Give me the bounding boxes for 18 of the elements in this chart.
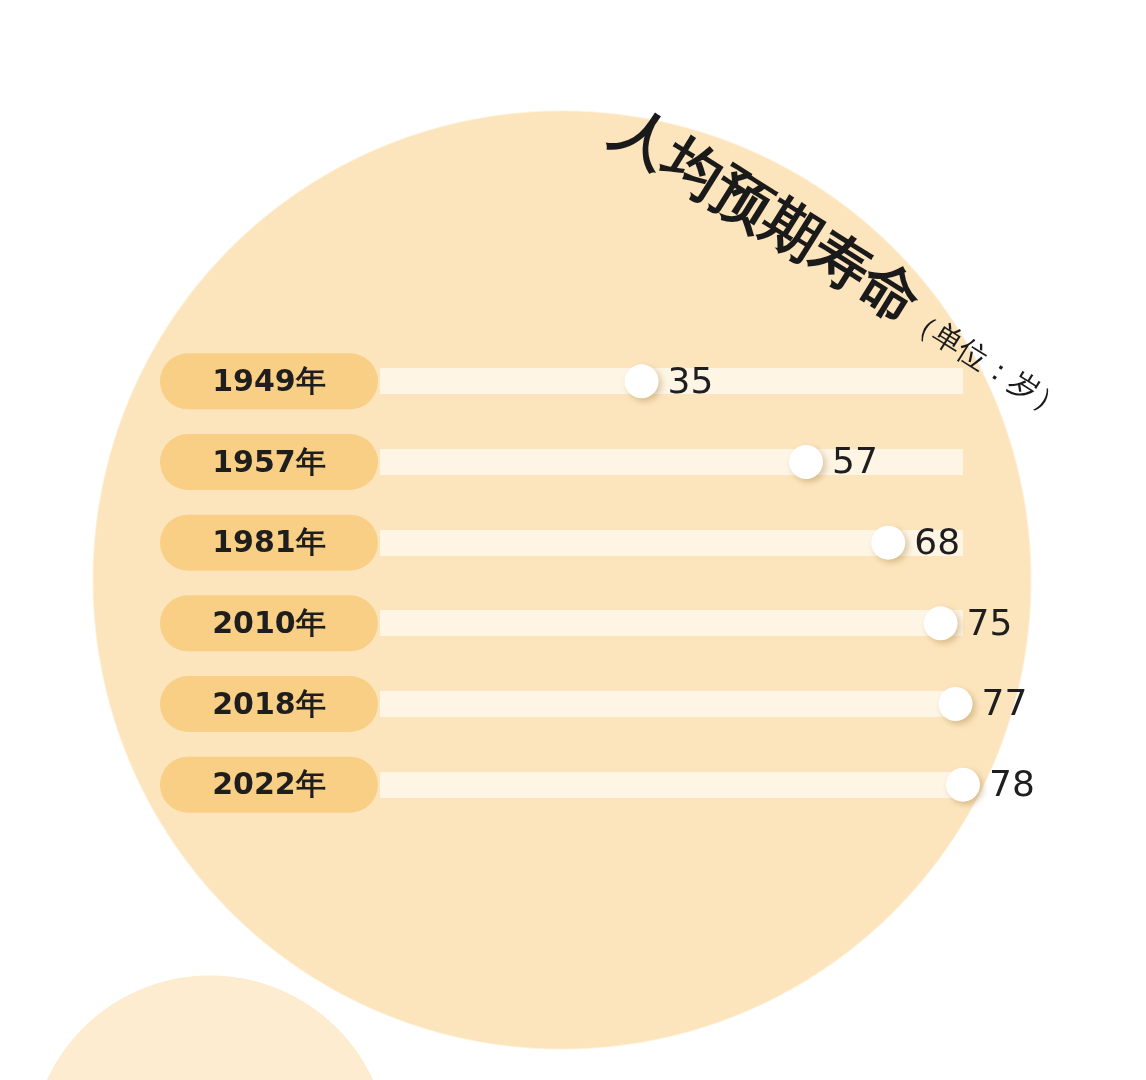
- point: [789, 445, 824, 479]
- data-label: 75: [966, 601, 1013, 643]
- data-label: 68: [914, 521, 961, 563]
- data-label: 57: [832, 440, 878, 482]
- data-label: 77: [981, 682, 1028, 724]
- point: [938, 687, 973, 721]
- y-tick-label: 1981年: [212, 524, 326, 560]
- data-label: 78: [989, 763, 1035, 805]
- y-tick-label: 1949年: [212, 363, 326, 399]
- point: [624, 364, 659, 399]
- point: [871, 525, 906, 560]
- y-tick-label: 2018年: [212, 685, 326, 721]
- y-tick-label: 2022年: [212, 766, 326, 802]
- data-label: 35: [667, 359, 714, 401]
- y-tick-label: 2010年: [212, 605, 326, 641]
- y-tick-label: 1957年: [212, 443, 326, 479]
- point: [946, 767, 980, 802]
- point: [923, 606, 958, 641]
